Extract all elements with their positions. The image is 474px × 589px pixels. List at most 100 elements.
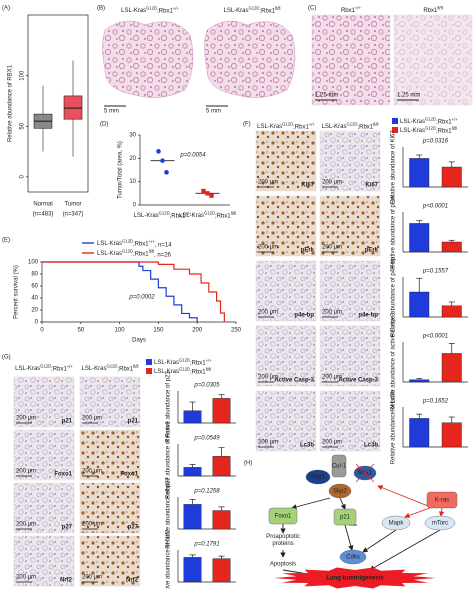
x-tick-label: LSL-KrasG12D;Rbx1fl/fl	[179, 211, 236, 220]
node-label: Proapoptotic	[266, 534, 300, 540]
p-value: p=0.0054	[179, 153, 206, 159]
stain-label: Nrf2	[60, 578, 73, 584]
plot-frame	[27, 14, 89, 193]
text-part: +/+	[355, 6, 362, 11]
text-part: LSL-Kras	[121, 8, 146, 14]
panel-label: (A)	[2, 6, 10, 12]
y-axis-label: Relative abundance of pErk	[391, 194, 397, 269]
text-part: G12D	[122, 249, 133, 254]
node	[328, 483, 352, 499]
x-tick-label: LSL-KrasG12D;Rbx1+/+	[134, 211, 192, 220]
micrograph	[255, 195, 317, 257]
panel-label: (H)	[244, 461, 252, 467]
micrograph	[319, 325, 381, 387]
text-part: fl/fl	[373, 122, 378, 127]
y-axis-label: Relative abundance of active Casp-3	[391, 312, 397, 411]
text-part: , n=26	[154, 252, 172, 258]
data-point	[205, 191, 210, 196]
p-value: p=0.1258	[193, 489, 220, 495]
stain-label: Foxo1	[54, 472, 72, 478]
micrograph	[79, 535, 141, 587]
y-tick-label: 0	[133, 203, 137, 209]
text-part: ;Rbx1	[51, 366, 67, 372]
text-part: LSL-Kras	[97, 251, 122, 257]
scale-bar-label: 200 μm	[322, 440, 342, 446]
text-part: G12D	[40, 364, 51, 369]
arrow	[291, 497, 331, 510]
text-part: ;Rbx1	[133, 241, 149, 247]
text-part: ;Rbx1	[117, 366, 133, 372]
text-part: fl/fl	[149, 249, 154, 254]
micrograph	[13, 535, 75, 587]
text-part: ;Rbx1	[436, 119, 452, 125]
micrograph	[79, 376, 141, 428]
node-label: Cul-1	[332, 464, 347, 470]
y-tick-label: 0	[20, 175, 26, 179]
text-part: Rbx1	[423, 8, 438, 14]
p-value: p<0.0001	[422, 204, 448, 210]
bar	[212, 456, 231, 477]
stain-label: Ki67	[365, 183, 378, 189]
node-label: Foxo1	[275, 514, 292, 520]
text-part: fl/fl	[452, 126, 457, 131]
text-part: G12D	[179, 358, 190, 363]
y-tick-label: 50	[20, 122, 26, 129]
scale-bar-label: 200 μm	[16, 522, 36, 528]
y-axis-label: Relative abundance of Foxo1	[166, 420, 172, 499]
text-part: LSL-Kras	[97, 241, 122, 247]
y-axis-label: Relative abundance of Ki67	[391, 130, 397, 204]
y-axis-label: Relative abundance of Lc3b	[391, 389, 397, 464]
text-part: , n=14	[155, 242, 173, 248]
node-label: Cdks	[346, 555, 360, 561]
y-tick-label: 10	[129, 179, 136, 185]
micrograph	[255, 130, 317, 192]
y-axis-label: Percent survival (%)	[14, 265, 20, 319]
text-part: fl/fl	[275, 6, 280, 11]
micrograph	[311, 14, 391, 106]
scale-bar-label: 200 μm	[82, 575, 102, 581]
column-title: LSL-KrasG12D;Rbx1+/+	[121, 6, 179, 15]
micrograph	[319, 260, 381, 322]
micrograph	[79, 482, 141, 534]
micrograph	[319, 195, 381, 257]
text-part: fl/fl	[133, 364, 138, 369]
x-tick-label: 150	[153, 328, 164, 334]
node	[426, 491, 458, 509]
column-title: Rbx1fl/fl	[423, 6, 442, 14]
y-tick-label: 0	[35, 320, 39, 326]
text-part: +/+	[67, 364, 74, 369]
tissue-section	[102, 20, 194, 98]
bar	[409, 418, 430, 448]
scale-bar-label: 200 μm	[322, 375, 342, 381]
y-axis-label: Relative abundance of p4e-bp	[391, 256, 397, 337]
text-part: LSL-Kras	[134, 213, 159, 219]
cross	[355, 463, 375, 483]
p-value: p=0.1652	[422, 399, 449, 405]
arrow	[369, 529, 441, 571]
scale-bar-label: 200 μm	[258, 310, 278, 316]
text-part: ;Rbx1	[293, 124, 309, 130]
micrograph	[13, 482, 75, 534]
bar	[409, 158, 430, 188]
y-tick-label: 80	[31, 272, 38, 278]
p-value: p=0.0002	[128, 295, 155, 301]
bar	[441, 241, 462, 253]
text-part: LSL-Kras	[223, 8, 248, 14]
node-label: Apoptosis	[270, 562, 296, 568]
text-part: LSL-Kras	[257, 124, 282, 130]
text-part: ;Rbx1	[259, 8, 275, 14]
text-part: fl/fl	[437, 6, 442, 11]
text-part: +/+	[309, 122, 316, 127]
node-label: Lung tumorigenesis	[326, 576, 384, 582]
text-part: fl/fl	[231, 211, 236, 216]
y-axis-label: Relative abundance of p27	[166, 477, 172, 549]
scale-bar-label: 200 μm	[258, 440, 278, 446]
stain-label: p21	[128, 419, 139, 425]
micrograph	[255, 260, 317, 322]
column-title: LSL-KrasG12D;Rbx1+/+	[257, 122, 315, 131]
scale-bar-label: 200 μm	[16, 575, 36, 581]
y-tick-label: 30	[129, 133, 136, 139]
text-part: LSL-Kras	[81, 366, 106, 372]
column-title: LSL-KrasG12D;Rbx1+/+	[15, 364, 73, 373]
stain-label: p4e-bp	[358, 313, 378, 319]
